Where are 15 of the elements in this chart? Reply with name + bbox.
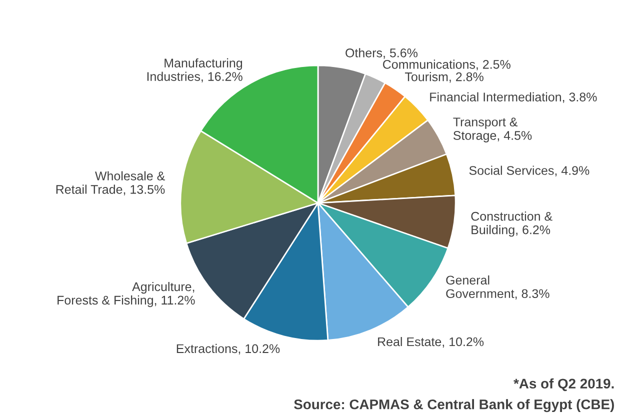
slice-label: Real Estate, 10.2% bbox=[378, 336, 484, 348]
slice-label: Financial Intermediation, 3.8% bbox=[430, 92, 597, 103]
slice-label: Transport & Storage, 4.5% bbox=[453, 118, 532, 142]
slice-label: General Government, 8.3% bbox=[446, 275, 550, 300]
slice-label: Tourism, 2.8% bbox=[404, 72, 484, 83]
slice-label: Communications, 2.5% bbox=[382, 60, 510, 70]
slice-label: Construction & Building, 6.2% bbox=[471, 212, 552, 237]
slice-label: Manufacturing Industries, 16.2% bbox=[147, 58, 242, 82]
slice-label: Wholesale & Retail Trade, 13.5% bbox=[56, 171, 165, 196]
slice-label: Extractions, 10.2% bbox=[176, 344, 280, 355]
slice-label: Social Services, 4.9% bbox=[469, 166, 590, 176]
slice-label: Agriculture, Forests & Fishing, 11.2% bbox=[58, 282, 195, 308]
text: *As of Q2 2019. bbox=[514, 378, 614, 392]
source-note: Source: CAPMAS & Central Bank of Egypt (CBE) bbox=[294, 399, 614, 412]
slice-label: Others, 5.6% bbox=[346, 48, 418, 59]
